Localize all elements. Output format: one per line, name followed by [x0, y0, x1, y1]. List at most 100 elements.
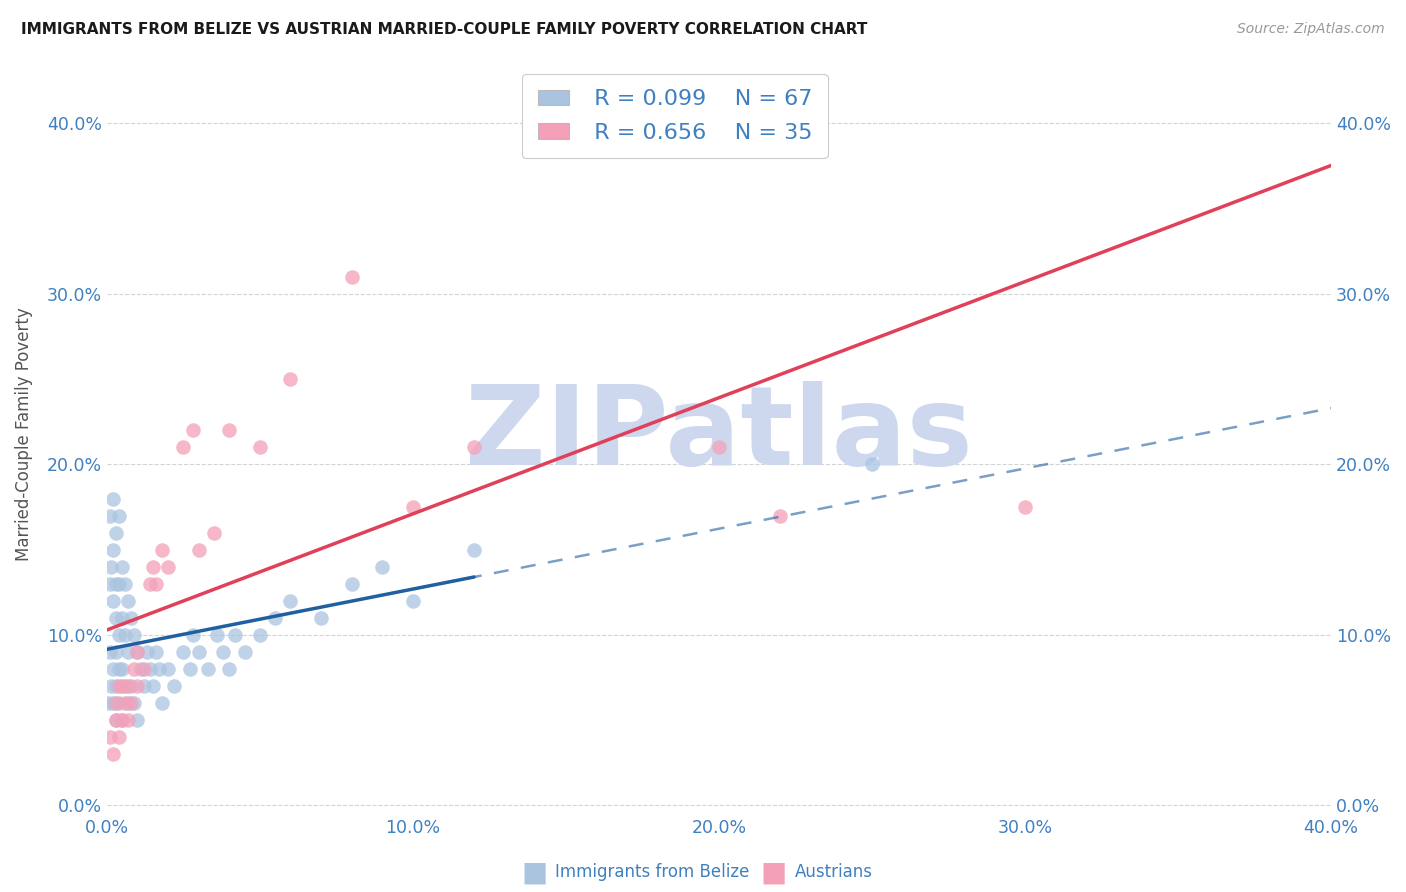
Point [114, 679, 136, 693]
Point [172, 441, 194, 455]
Text: ■: ■ [761, 858, 786, 887]
Point [135, 645, 157, 659]
Point [249, 628, 271, 642]
Point [132, 679, 155, 693]
Point [108, 696, 131, 710]
Point [218, 423, 240, 437]
Point [1014, 500, 1036, 514]
Point [108, 731, 131, 745]
Legend:   R = 0.099    N = 67,   R = 0.656    N = 35: R = 0.099 N = 67, R = 0.656 N = 35 [522, 74, 828, 158]
Point [117, 594, 139, 608]
Point [218, 662, 240, 676]
Point [233, 645, 256, 659]
Point [101, 696, 124, 710]
Point [100, 679, 122, 693]
Point [120, 611, 142, 625]
Point [371, 559, 394, 574]
Text: IMMIGRANTS FROM BELIZE VS AUSTRIAN MARRIED-COUPLE FAMILY POVERTY CORRELATION CHA: IMMIGRANTS FROM BELIZE VS AUSTRIAN MARRI… [21, 22, 868, 37]
Point [138, 662, 160, 676]
Point [101, 594, 124, 608]
Point [402, 500, 425, 514]
Point [111, 611, 134, 625]
Y-axis label: Married-Couple Family Poverty: Married-Couple Family Poverty [15, 308, 32, 561]
Point [129, 662, 152, 676]
Point [111, 713, 134, 727]
Point [98, 508, 121, 523]
Point [202, 525, 225, 540]
Point [181, 423, 204, 437]
Text: ZIPatlas: ZIPatlas [465, 381, 973, 488]
Point [132, 662, 155, 676]
Text: Immigrants from Belize: Immigrants from Belize [555, 863, 749, 881]
Point [124, 696, 146, 710]
Point [124, 628, 146, 642]
Point [142, 679, 165, 693]
Point [100, 559, 122, 574]
Text: ■: ■ [522, 858, 547, 887]
Point [264, 611, 287, 625]
Point [145, 645, 167, 659]
Point [127, 645, 149, 659]
Point [105, 525, 128, 540]
Point [108, 679, 131, 693]
Point [340, 576, 363, 591]
Point [98, 576, 121, 591]
Point [127, 713, 149, 727]
Point [124, 662, 146, 676]
Point [98, 645, 121, 659]
Point [101, 491, 124, 506]
Point [172, 645, 194, 659]
Point [108, 628, 131, 642]
Point [111, 662, 134, 676]
Point [114, 696, 136, 710]
Point [117, 645, 139, 659]
Point [127, 645, 149, 659]
Point [163, 679, 186, 693]
Point [108, 508, 131, 523]
Point [280, 372, 302, 386]
Point [212, 645, 235, 659]
Point [111, 559, 134, 574]
Point [179, 662, 201, 676]
Point [707, 441, 730, 455]
Point [101, 662, 124, 676]
Point [108, 662, 131, 676]
Point [138, 576, 160, 591]
Point [105, 576, 128, 591]
Point [150, 542, 173, 557]
Point [120, 696, 142, 710]
Point [197, 662, 219, 676]
Point [111, 713, 134, 727]
Point [117, 713, 139, 727]
Point [148, 662, 170, 676]
Point [340, 269, 363, 284]
Point [98, 731, 121, 745]
Text: Austrians: Austrians [794, 863, 872, 881]
Point [187, 645, 209, 659]
Point [105, 645, 128, 659]
Point [145, 576, 167, 591]
Point [105, 713, 128, 727]
Point [108, 576, 131, 591]
Point [127, 679, 149, 693]
Point [101, 747, 124, 762]
Point [120, 679, 142, 693]
Point [463, 441, 485, 455]
Point [117, 679, 139, 693]
Point [181, 628, 204, 642]
Point [205, 628, 228, 642]
Point [114, 576, 136, 591]
Point [463, 542, 485, 557]
Point [142, 559, 165, 574]
Point [105, 679, 128, 693]
Point [860, 458, 883, 472]
Point [157, 559, 180, 574]
Point [187, 542, 209, 557]
Point [101, 542, 124, 557]
Point [117, 696, 139, 710]
Point [224, 628, 246, 642]
Point [280, 594, 302, 608]
Point [111, 679, 134, 693]
Point [150, 696, 173, 710]
Point [631, 133, 654, 147]
